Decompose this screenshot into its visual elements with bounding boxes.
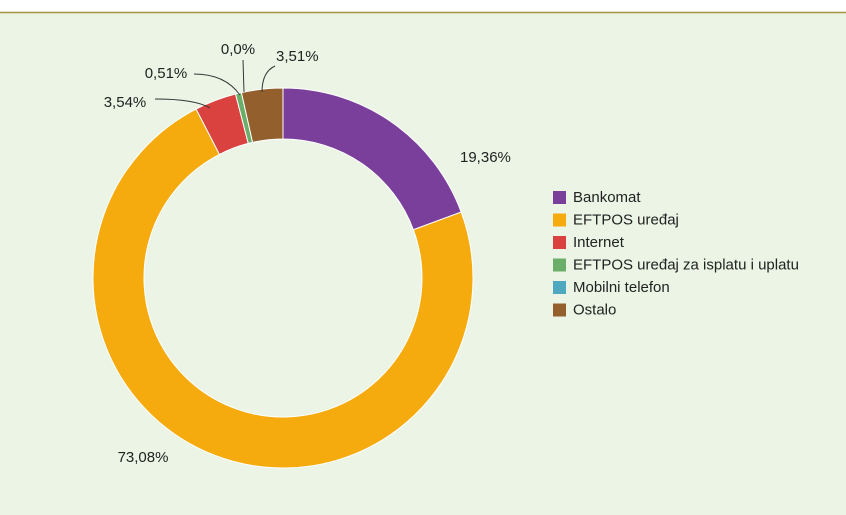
legend-swatch [553,303,566,317]
legend-label: Mobilni telefon [573,279,670,296]
leader-line [193,73,241,96]
legend-swatch [553,258,566,272]
legend-label: EFTPOS uređaj za isplatu i uplatu [573,256,799,273]
legend-label: EFTPOS uređaj [573,211,679,228]
data-label: 73,08% [118,449,169,466]
donut-slice [240,87,284,143]
data-label: 3,54% [104,94,147,111]
leader-line [154,98,211,109]
data-label: 0,51% [145,65,188,82]
donut-slice [92,108,474,469]
legend-swatch [553,213,566,227]
legend-label: Internet [573,234,625,251]
data-label: 0,0% [221,41,255,58]
legend-label: Bankomat [573,189,641,206]
data-label: 3,51% [276,48,319,65]
data-label: 19,36% [460,149,511,166]
legend-label: Ostalo [573,301,616,318]
legend-swatch [553,236,566,249]
legend-swatch [553,281,566,294]
leader-line [261,65,276,93]
legend-swatch [553,191,566,204]
leader-line [242,59,245,93]
